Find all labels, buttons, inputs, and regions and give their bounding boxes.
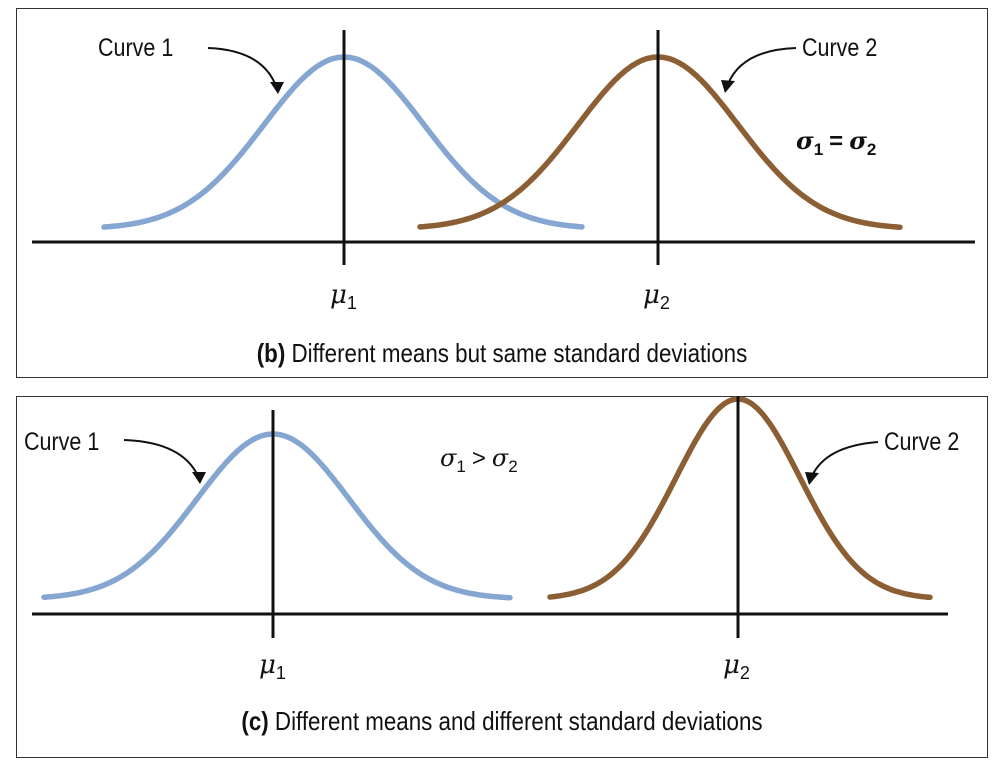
panel-c-curve-2-arrow xyxy=(811,441,879,477)
panel-c-curve-1 xyxy=(41,431,513,601)
panel-b-caption: (b) Different means but same standard de… xyxy=(256,338,748,368)
panel-c-curve-2-label: Curve 2 xyxy=(884,428,960,456)
panel-c-curve-1-arrowhead xyxy=(192,472,206,484)
panel-b-mu-1: μ1 xyxy=(330,280,357,313)
panel-c xyxy=(16,396,988,758)
panel-b-curve-2-label: Curve 2 xyxy=(802,34,878,62)
panel-c-curve-1-arrow xyxy=(123,439,199,477)
panel-c-curve-1-label: Curve 1 xyxy=(24,428,100,456)
panel-c-curve-2-arrowhead xyxy=(805,472,819,485)
panel-b xyxy=(16,8,988,378)
panel-c-mu-1: μ1 xyxy=(259,650,286,683)
panel-b-curve-2-arrow xyxy=(727,47,797,85)
panel-c-sigma-relation: σ1 > σ2 xyxy=(440,444,518,476)
panel-c-caption: (c) Different means and different standa… xyxy=(241,706,763,736)
panel-b-sigma-relation: σ1 = σ2 xyxy=(796,126,877,159)
panel-b-curve-2-arrowhead xyxy=(721,80,735,93)
panel-b-curve-2 xyxy=(417,54,903,230)
panel-b-curve-1-label: Curve 1 xyxy=(98,34,174,62)
panel-b-curve-1-arrowhead xyxy=(270,82,284,94)
panel-b-curve-1-arrow xyxy=(207,47,277,87)
panel-c-mu-2: μ2 xyxy=(723,650,750,683)
panel-c-curve-2 xyxy=(547,396,933,601)
panel-b-mu-2: μ2 xyxy=(643,280,670,313)
